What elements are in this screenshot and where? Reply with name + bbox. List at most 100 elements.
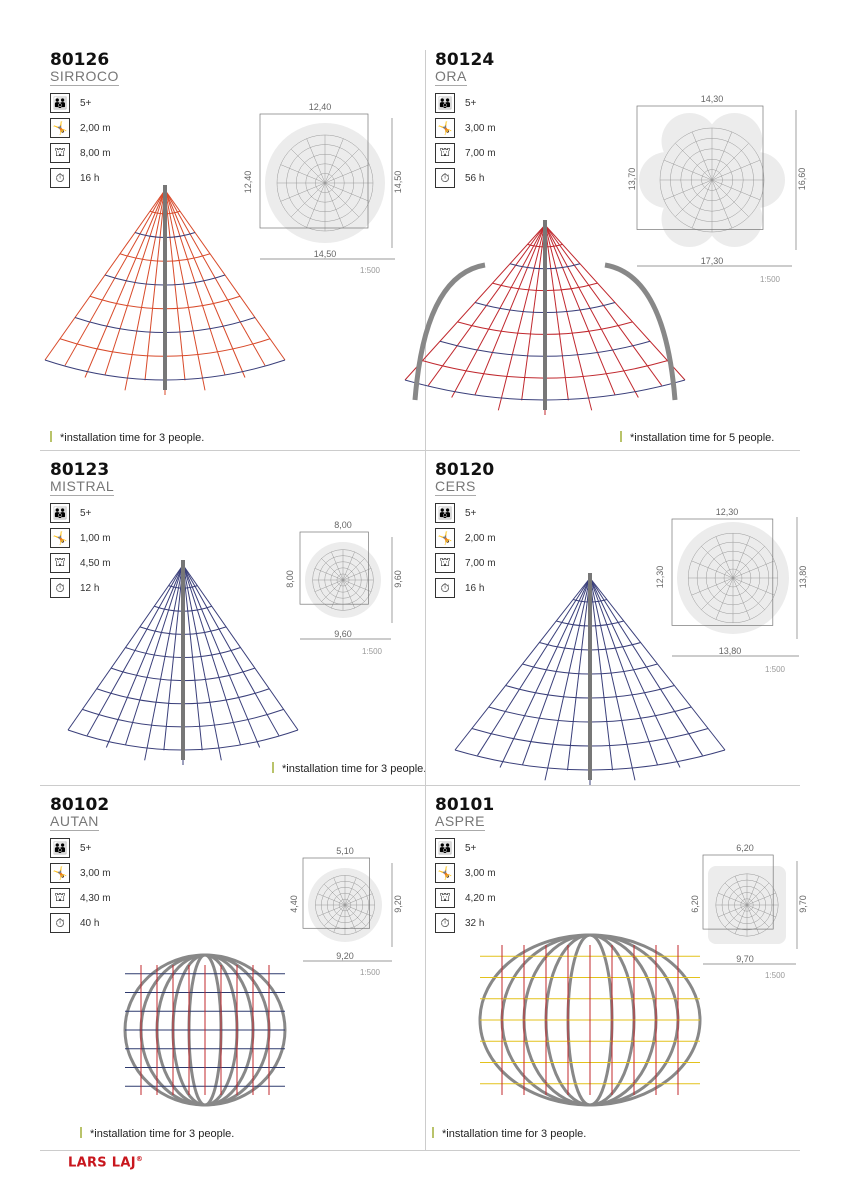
free-height-icon: ⛫ [50, 553, 70, 573]
plan-width-top: 12,40 [308, 102, 332, 112]
footnote-bar [432, 1127, 434, 1138]
age-icon: 👪 [50, 838, 70, 858]
spec-age: 5+ [465, 843, 477, 854]
spec-free-height: 7,00 m [465, 148, 496, 159]
spec-install-time: 32 h [465, 918, 485, 929]
free-height-icon: ⛫ [50, 888, 70, 908]
product-code: 80102 [50, 795, 110, 815]
plan-width-bottom: 9,60 [334, 629, 352, 639]
divider [40, 785, 800, 786]
spec-age: 5+ [80, 508, 92, 519]
spec-free-height: 8,00 m [80, 148, 111, 159]
spec-fall-height: 1,00 m [80, 533, 111, 544]
spec-free-height: 4,50 m [80, 558, 111, 569]
divider [425, 50, 426, 1150]
product-name: ORA [435, 68, 467, 86]
spec-free-height: 7,00 m [465, 558, 496, 569]
spec-install-time: 40 h [80, 918, 100, 929]
plan-height-left: 12,40 [243, 170, 253, 194]
product-code: 80126 [50, 50, 110, 70]
plan-scale: 1:500 [359, 968, 381, 977]
spec-install-time: 12 h [80, 583, 100, 594]
fall-height-icon: 🤸 [435, 863, 455, 883]
free-height-icon: ⛫ [435, 553, 455, 573]
spec-install-time: 16 h [465, 583, 485, 594]
plan-height-left: 12,30 [655, 565, 665, 589]
footnote-text: *installation time for 3 people. [60, 432, 205, 444]
divider [40, 1150, 800, 1151]
product-name: CERS [435, 478, 476, 496]
product-name: ASPRE [435, 813, 485, 831]
plan-width-bottom: 13,80 [718, 646, 742, 656]
age-icon: 👪 [50, 503, 70, 523]
plan-width-bottom: 14,50 [313, 249, 337, 259]
plan-height-left: 4,40 [289, 895, 299, 913]
plan-scale: 1:500 [764, 971, 786, 980]
product-code: 80123 [50, 460, 110, 480]
spec-install-time: 16 h [80, 173, 100, 184]
brand-logo: LARS LAJ® [68, 1155, 143, 1170]
installation-footnote: *installation time for 5 people. [620, 431, 774, 444]
product-name: MISTRAL [50, 478, 115, 496]
spec-fall-height: 2,00 m [465, 533, 496, 544]
footnote-bar [50, 431, 52, 442]
age-icon: 👪 [435, 93, 455, 113]
install-time-icon: ⏱ [50, 913, 70, 933]
product-code: 80101 [435, 795, 495, 815]
plan-height-right: 13,80 [798, 565, 808, 589]
plan-scale: 1:500 [361, 647, 383, 656]
install-time-icon: ⏱ [50, 578, 70, 598]
install-time-icon: ⏱ [435, 168, 455, 188]
spec-age: 5+ [465, 98, 477, 109]
spec-fall-height: 3,00 m [465, 123, 496, 134]
plan-scale: 1:500 [759, 275, 781, 284]
install-time-icon: ⏱ [435, 913, 455, 933]
fall-height-icon: 🤸 [50, 118, 70, 138]
product-code: 80120 [435, 460, 495, 480]
product-name: AUTAN [50, 813, 99, 831]
spec-age: 5+ [80, 843, 92, 854]
spec-age: 5+ [80, 98, 92, 109]
plan-width-bottom: 9,70 [736, 954, 754, 964]
plan-height-right: 14,50 [393, 170, 403, 194]
plan-height-right: 9,70 [798, 895, 808, 913]
footnote-text: *installation time for 5 people. [630, 432, 775, 444]
fall-height-icon: 🤸 [435, 118, 455, 138]
plan-scale: 1:500 [764, 665, 786, 674]
installation-footnote: *installation time for 3 people. [272, 762, 426, 775]
plan-height-left: 6,20 [690, 895, 700, 913]
plan-height-left: 8,00 [285, 570, 295, 588]
plan-width-bottom: 17,30 [700, 256, 724, 266]
spec-install-time: 56 h [465, 173, 485, 184]
age-icon: 👪 [435, 838, 455, 858]
fall-height-icon: 🤸 [50, 528, 70, 548]
plan-height-left: 13,70 [627, 167, 637, 191]
fall-height-icon: 🤸 [435, 528, 455, 548]
divider [40, 450, 800, 451]
age-icon: 👪 [435, 503, 455, 523]
spec-fall-height: 3,00 m [465, 868, 496, 879]
plan-width-top: 5,10 [336, 846, 354, 856]
fall-height-icon: 🤸 [50, 863, 70, 883]
plan-width-top: 12,30 [715, 507, 739, 517]
installation-footnote: *installation time for 3 people. [50, 431, 204, 444]
footnote-bar [620, 431, 622, 442]
spec-free-height: 4,30 m [80, 893, 111, 904]
footnote-bar [272, 762, 274, 773]
spec-fall-height: 3,00 m [80, 868, 111, 879]
age-icon: 👪 [50, 93, 70, 113]
plan-height-right: 9,60 [393, 570, 403, 588]
footnote-bar [80, 1127, 82, 1138]
spec-age: 5+ [465, 508, 477, 519]
installation-footnote: *installation time for 3 people. [432, 1127, 586, 1140]
spec-fall-height: 2,00 m [80, 123, 111, 134]
free-height-icon: ⛫ [50, 143, 70, 163]
free-height-icon: ⛫ [435, 143, 455, 163]
free-height-icon: ⛫ [435, 888, 455, 908]
installation-footnote: *installation time for 3 people. [80, 1127, 234, 1140]
plan-height-right: 16,60 [797, 167, 807, 191]
plan-scale: 1:500 [359, 266, 381, 275]
product-code: 80124 [435, 50, 495, 70]
footnote-text: *installation time for 3 people. [90, 1128, 235, 1140]
plan-width-top: 8,00 [334, 520, 352, 530]
